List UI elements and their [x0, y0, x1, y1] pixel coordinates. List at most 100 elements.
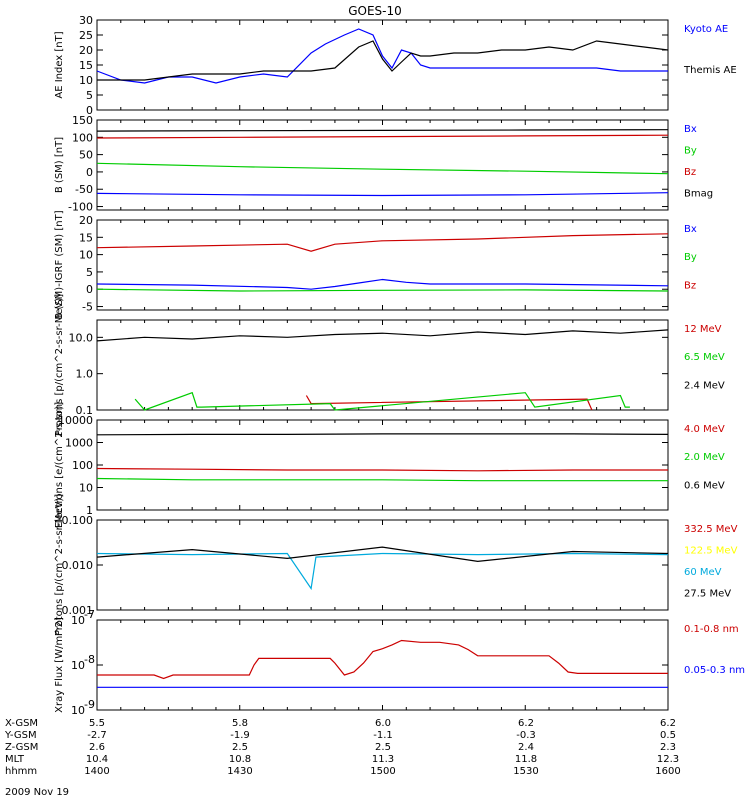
series-line-3: [96, 546, 669, 563]
ephemeris-row-label: Z-GSM: [5, 742, 38, 753]
legend-entry: By: [684, 252, 697, 263]
ephemeris-value: 2.4: [518, 742, 534, 753]
series-line-2: [96, 552, 669, 591]
y-tick-label: 1000: [65, 437, 93, 450]
ephemeris-value: 1530: [513, 766, 538, 777]
ephemeris-value: -2.7: [87, 730, 107, 741]
series-line-2: [96, 433, 669, 436]
series-line-2: [96, 329, 669, 342]
y-tick-label: 150: [72, 114, 93, 127]
series-line-0: [96, 28, 668, 84]
y-tick-label: -50: [75, 183, 93, 196]
legend-entry: Bz: [684, 167, 696, 178]
legend-entry: Bx: [684, 124, 697, 135]
series-line-0: [97, 639, 668, 680]
y-tick-label: 0: [86, 104, 93, 117]
panel-frame: [96, 619, 669, 711]
ephemeris-value: 12.3: [657, 754, 679, 765]
y-tick-label: 30: [79, 14, 93, 27]
ephemeris-row-label: MLT: [5, 754, 25, 765]
y-axis-label: Protons [p/(cm^2-s-sr-MeV)]: [54, 494, 65, 636]
date-label: 2009 Nov 19: [5, 787, 69, 798]
ephemeris-value: -0.3: [516, 730, 536, 741]
ephemeris-value: 11.3: [372, 754, 394, 765]
y-tick-exponent: -9: [84, 698, 95, 711]
ephemeris-value: 2.5: [375, 742, 391, 753]
y-tick-label: 100: [72, 459, 93, 472]
series-line-1: [96, 162, 669, 175]
y-axis-label: B (SM) [nT]: [54, 137, 65, 193]
legend-entry: 2.4 MeV: [684, 380, 725, 391]
legend-entry: Kyoto AE: [684, 24, 728, 35]
ephemeris-value: -1.9: [230, 730, 250, 741]
legend-entry: 60 MeV: [684, 567, 722, 578]
y-tick-label: 100: [72, 131, 93, 144]
y-tick-exponent: -8: [84, 653, 95, 666]
legend-entry: 0.05-0.3 nm: [684, 665, 745, 676]
legend-entry: 4.0 MeV: [684, 424, 725, 435]
ephemeris-value: 1600: [655, 766, 680, 777]
y-tick-label: 0.001: [62, 604, 94, 617]
ephemeris-value: 6.2: [518, 718, 534, 729]
ephemeris-row-label: hhmm: [5, 766, 37, 777]
series-line-1: [97, 40, 669, 81]
panel-4: 0.1 1.0 10.0 Protons [p/(cm^2-s-sr-MeV)] 12 …: [54, 294, 725, 436]
y-tick-label: -100: [68, 201, 93, 214]
legend-entry: Bmag: [684, 188, 713, 199]
legend-entry: By: [684, 145, 697, 156]
legend-entry: 122.5 MeV: [684, 545, 738, 556]
ephemeris-table: X-GSM 5.5 5.8 6.0 6.2 6.2 Y-GSM -2.7 -1.9 -1.1 -0.…: [4, 718, 681, 777]
legend-entry: 6.5 MeV: [684, 352, 725, 363]
y-tick-label: 15: [79, 59, 93, 72]
figure-title: GOES-10: [348, 4, 402, 18]
legend-entry: 0.6 MeV: [684, 480, 725, 491]
y-tick-label: 50: [79, 149, 93, 162]
series-line-3: [96, 129, 669, 132]
y-axis-label: AE Index [nT]: [54, 31, 65, 98]
ephemeris-row-label: X-GSM: [5, 718, 38, 729]
series-line-1: [96, 477, 668, 482]
ephemeris-row-label: Y-GSM: [4, 730, 37, 741]
y-tick-label: 0.100: [62, 514, 94, 527]
legend-entry: 27.5 MeV: [684, 588, 731, 599]
series-line-0: [96, 278, 669, 290]
y-tick-exponent: -7: [84, 608, 95, 621]
ephemeris-value: 10.4: [86, 754, 108, 765]
series-line-0: [96, 467, 668, 472]
legend-entry: 0.1-0.8 nm: [684, 624, 739, 635]
y-tick-label: 20: [79, 44, 93, 57]
y-tick-label: 10.0: [69, 331, 94, 344]
y-tick-label: 10: [79, 74, 93, 87]
y-tick-label: 5: [86, 266, 93, 279]
legend-entry: 2.0 MeV: [684, 452, 725, 463]
series-line-0: [305, 395, 593, 411]
y-tick-label: -5: [82, 301, 93, 314]
y-tick-label: 1.0: [76, 368, 94, 381]
ephemeris-value: 2.5: [232, 742, 248, 753]
y-tick-label: 15: [79, 231, 93, 244]
ephemeris-value: 5.5: [89, 718, 105, 729]
y-tick-label: 10: [79, 482, 93, 495]
series-line-1: [96, 288, 669, 292]
legend-entry: Bz: [684, 280, 696, 291]
legend-entry: Bx: [684, 224, 697, 235]
legend-entry: 12 MeV: [684, 324, 722, 335]
panel-frame: [96, 519, 669, 611]
y-tick-label: 0.010: [62, 559, 94, 572]
legend-entry: Themis AE: [683, 65, 737, 76]
series-line-0: [96, 192, 669, 197]
y-axis-label: Protons [p/(cm^2-s-sr-MeV)]: [54, 294, 65, 436]
ephemeris-value: 6.2: [660, 718, 676, 729]
ephemeris-value: 1400: [84, 766, 109, 777]
y-tick-label: 0.1: [76, 404, 94, 417]
y-tick-label: 5: [86, 89, 93, 102]
y-tick-label: 10: [71, 704, 85, 717]
panel-frame: [96, 219, 669, 311]
panel-3: -5 0 5 10 15 20 B (SM)-IGRF (SM) [nT] Bx By Bz: [54, 210, 697, 319]
y-tick-label: 10: [79, 249, 93, 262]
y-tick-label: 20: [79, 214, 93, 227]
